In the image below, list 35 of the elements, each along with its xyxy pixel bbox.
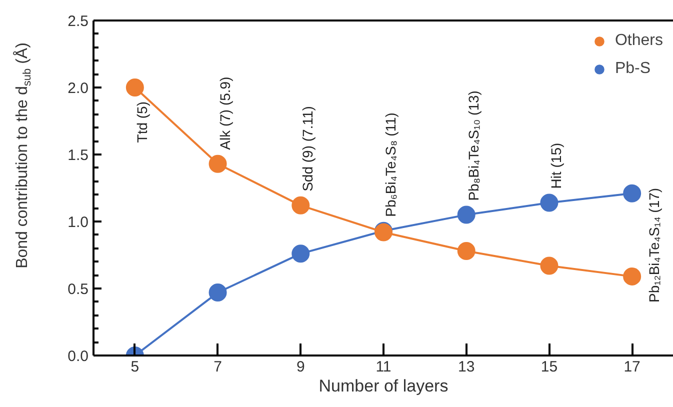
y-tick-label: 0.5 [68,281,89,298]
annotation: Pb₁₂Bi₄Te₄S₁₄ (17) [646,188,662,302]
y-tick-label: 2.0 [68,80,89,97]
legend-label: Others [614,32,663,50]
point [292,244,310,263]
point [457,242,476,260]
x-tick-label: 7 [214,358,222,376]
y-axis-title: Bond contribution to the dsub (Å) [13,42,34,268]
point [208,284,227,302]
annotation: Sdd (9) (7.11) [300,106,316,192]
x-tick-label: 15 [540,358,558,376]
annotation: Ttd (5) [134,101,150,143]
legend-label: Pb-S [614,60,651,78]
x-axis-title: Number of layers [318,376,448,396]
y-tick-label: 1.5 [68,147,89,164]
annotation: Alk (7) (5.9) [216,76,233,150]
annotation: Hit (15) [548,142,564,189]
x-tick-label: 11 [376,358,392,376]
x-tick-label: 9 [296,358,305,376]
point [623,184,642,202]
annotation: Pb₆Bi₄Te₄S₈ (11) [382,112,398,217]
point [540,256,558,275]
point [623,267,642,286]
x-tick-label: 5 [130,358,140,376]
y-tick-label: 1.0 [68,214,89,231]
point [292,196,310,214]
point [457,206,476,224]
annotation: Pb₈Bi₄Te₄S₁₀ (13) [465,90,482,201]
y-tick-label: 2.5 [68,13,89,30]
point [208,154,227,173]
x-tick-label: 13 [458,358,475,376]
point [126,78,144,96]
point [540,194,558,212]
y-tick-label: 0.0 [68,348,89,365]
x-tick-label: 17 [624,358,640,376]
